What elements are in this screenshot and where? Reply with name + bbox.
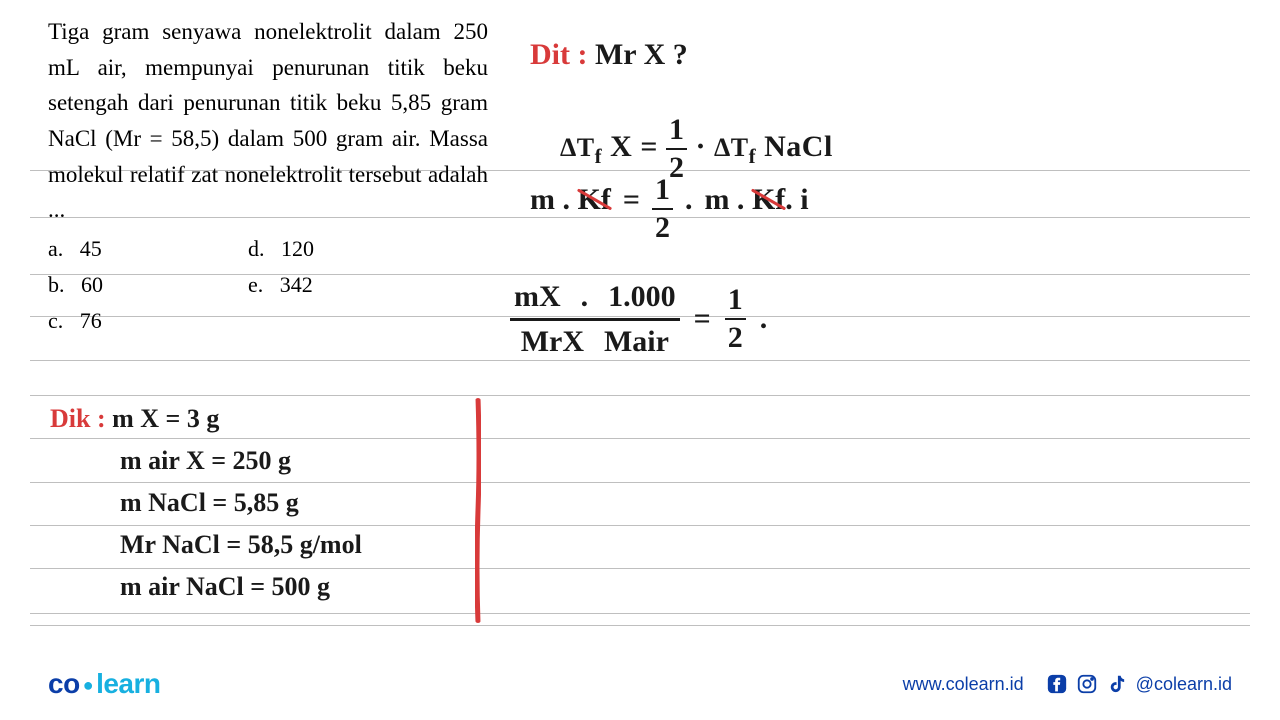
dit-label: Dit :: [530, 38, 587, 71]
eq1-nacl: NaCl: [756, 130, 833, 163]
dik-block: Dik : m X = 3 g m air X = 250 g m NaCl =…: [50, 398, 362, 609]
eq3-half-num: 1: [725, 285, 746, 315]
problem-text: Tiga gram senyawa nonelektrolit dalam 25…: [48, 14, 488, 338]
eq2-eq: =: [623, 175, 640, 217]
equation-3: mX . 1.000 MrX Mair = 1 2 .: [510, 280, 767, 359]
dit-block: Dit : Mr X ?: [530, 38, 688, 72]
dik-l4: Mr NaCl = 58,5 g/mol: [50, 524, 362, 566]
dit-question: Mr X ?: [595, 38, 688, 71]
eq2-rhs-m: m .: [704, 183, 752, 216]
eq3-trail: .: [760, 302, 768, 336]
eq2-rhs-kf: Kf: [752, 183, 785, 217]
footer: co●learn www.colearn.id @colearn.id: [0, 668, 1280, 700]
eq2-rhs-i: . i: [785, 183, 808, 216]
eq3-frac: mX . 1.000 MrX Mair: [510, 280, 680, 359]
option-d: d. 120: [248, 232, 408, 266]
social-handle: @colearn.id: [1136, 674, 1232, 695]
logo-co: co: [48, 668, 80, 699]
option-e: e. 342: [248, 268, 408, 302]
eq3-den-a: MrX: [521, 325, 584, 359]
footer-right: www.colearn.id @colearn.id: [903, 673, 1232, 695]
eq1-delta-r: ΔT: [714, 133, 749, 162]
eq1-half-num: 1: [666, 115, 688, 145]
eq3-half: 1 2: [725, 285, 746, 353]
eq1-sub-r: f: [749, 144, 757, 168]
eq1-dot: ·: [695, 130, 714, 163]
eq2-dot: .: [685, 175, 693, 217]
option-c: c. 76: [48, 304, 248, 338]
eq2-half: 1 2: [652, 175, 673, 243]
facebook-icon: [1046, 673, 1068, 695]
eq2-lhs-kf: Kf: [578, 183, 611, 217]
dik-label: Dik :: [50, 404, 106, 433]
equation-2: m . Kf = 1 2 . m . Kf. i: [530, 175, 809, 243]
vertical-divider: [475, 398, 481, 623]
eq3-num-b: 1.000: [608, 280, 676, 314]
dik-l1: m X = 3 g: [112, 404, 219, 433]
eq3-half-den: 2: [725, 323, 746, 353]
dik-l3: m NaCl = 5,85 g: [50, 482, 362, 524]
footer-url: www.colearn.id: [903, 674, 1024, 695]
page-root: Tiga gram senyawa nonelektrolit dalam 25…: [0, 0, 1280, 720]
eq3-num-a: mX: [514, 280, 561, 314]
dik-l2: m air X = 250 g: [50, 440, 362, 482]
option-b: b. 60: [48, 268, 248, 302]
eq1-x: X: [602, 130, 632, 163]
eq3-eq: =: [694, 302, 711, 336]
eq3-den-b: Mair: [604, 325, 669, 359]
logo-dot-icon: ●: [80, 675, 96, 695]
social-icons: @colearn.id: [1046, 673, 1232, 695]
eq2-half-num: 1: [652, 175, 673, 205]
eq3-num-dot: .: [581, 280, 589, 314]
logo-learn: learn: [96, 668, 160, 699]
dik-l5: m air NaCl = 500 g: [50, 566, 362, 608]
instagram-icon: [1076, 673, 1098, 695]
problem-body: Tiga gram senyawa nonelektrolit dalam 25…: [48, 14, 488, 228]
eq1-delta-l: ΔT: [560, 133, 595, 162]
option-a: a. 45: [48, 232, 248, 266]
equation-1: ΔTf X = 1 2 · ΔTf NaCl: [560, 115, 833, 183]
eq1-eq: =: [640, 130, 666, 163]
tiktok-icon: [1106, 673, 1128, 695]
eq2-half-den: 2: [652, 213, 673, 243]
answer-options: a. 45 d. 120 b. 60 e. 342 c. 76: [48, 232, 488, 338]
brand-logo: co●learn: [48, 668, 161, 700]
eq2-lhs-m: m .: [530, 183, 578, 216]
